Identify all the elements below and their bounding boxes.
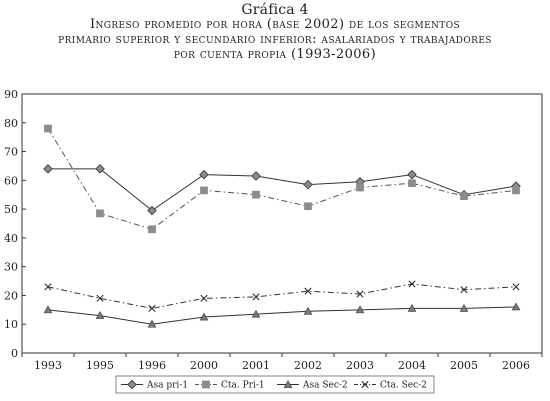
data-point (43, 164, 53, 174)
data-point (96, 294, 104, 302)
x-tick-label: 2004 (398, 359, 426, 372)
legend-box (115, 375, 435, 394)
x-tick-label: 2002 (294, 359, 322, 372)
series-layer (43, 124, 521, 328)
legend: Asa pri-1 Cta. Pri-1 Asa Sec-2 Cta. Sec-2 (115, 375, 435, 394)
data-point (147, 205, 157, 216)
data-point (200, 186, 208, 195)
y-tick-label: 30 (4, 261, 18, 274)
figure-label: Gráfica 4 (241, 2, 309, 18)
data-point (44, 283, 52, 291)
data-point (304, 287, 312, 295)
legend-label: Cta. Pri-1 (221, 381, 265, 391)
y-tick-label: 90 (4, 88, 18, 101)
legend-item: Asa Sec-2 (277, 380, 348, 391)
series-line (47, 283, 517, 309)
data-point (356, 183, 364, 192)
data-point (199, 169, 209, 180)
x-axis: 1993 1995 1996 2000 2001 2002 2003 2004 2005 2006 (21, 353, 543, 372)
data-point (148, 225, 156, 234)
legend-item: Cta. Sec-2 (354, 381, 427, 391)
data-point (512, 283, 520, 291)
data-point (252, 190, 260, 199)
legend-marker (283, 380, 293, 388)
data-point (407, 169, 417, 180)
y-tick-label: 20 (4, 289, 18, 302)
data-point (355, 305, 365, 314)
data-point (95, 164, 105, 174)
legend-marker (202, 380, 210, 389)
series-line (47, 306, 517, 325)
x-tick-label: 1993 (34, 359, 62, 372)
data-point (95, 311, 105, 319)
legend-label: Cta. Sec-2 (380, 381, 427, 391)
data-point (356, 290, 364, 298)
series-line (47, 128, 517, 230)
data-point (460, 286, 468, 294)
x-tick-label: 2000 (190, 359, 218, 372)
data-point (408, 280, 416, 288)
data-point (148, 304, 156, 312)
data-point (251, 309, 261, 318)
y-axis: 0 10 20 30 40 50 60 70 80 90 (4, 88, 26, 360)
y-tick-label: 0 (11, 347, 18, 360)
data-point (252, 293, 260, 301)
chart-title-line-3: por cuenta propia (1993-2006) (173, 46, 377, 62)
data-point (303, 306, 313, 315)
legend-marker (361, 380, 369, 389)
x-tick-label: 2003 (346, 359, 374, 372)
data-point (200, 294, 208, 302)
y-tick-label: 80 (4, 117, 18, 130)
chart-title-line-2: primario superior y secundario inferior:… (58, 32, 492, 48)
figure-caption: Gráfica 4 Ingreso promedio por hora (bas… (0, 2, 550, 63)
legend-item: Asa pri-1 (121, 379, 188, 391)
data-point (96, 209, 104, 218)
y-tick-label: 10 (4, 318, 18, 331)
series-square-group (44, 124, 520, 234)
series-line (48, 168, 517, 212)
data-point (147, 319, 157, 328)
data-point (460, 192, 468, 201)
legend-item: Cta. Pri-1 (195, 381, 265, 391)
y-tick-label: 50 (4, 203, 18, 216)
series-diamond-group (43, 164, 521, 216)
x-tick-label: 1996 (138, 359, 166, 372)
x-tick-label: 2005 (450, 359, 478, 372)
data-point (44, 124, 52, 133)
data-point (459, 303, 469, 312)
x-tick-label: 2006 (502, 359, 530, 372)
data-point (304, 202, 312, 211)
data-point (407, 303, 417, 312)
data-point (43, 305, 53, 314)
series-x-group (44, 280, 520, 312)
y-tick-label: 40 (4, 232, 18, 245)
legend-label: Asa pri-1 (146, 381, 188, 391)
x-tick-label: 1995 (86, 359, 114, 372)
data-point (199, 312, 209, 321)
chart-title-line-1: Ingreso promedio por hora (base 2002) de… (89, 17, 461, 33)
data-point (408, 179, 416, 188)
data-point (512, 186, 520, 195)
legend-label: Asa Sec-2 (302, 381, 348, 391)
data-point (511, 302, 521, 311)
legend-marker (127, 379, 137, 390)
x-tick-label: 2001 (242, 359, 270, 372)
data-point (251, 171, 261, 181)
series-triangle-group (43, 302, 521, 328)
y-tick-label: 60 (4, 174, 18, 187)
data-point (303, 179, 313, 190)
y-tick-label: 70 (4, 146, 18, 159)
